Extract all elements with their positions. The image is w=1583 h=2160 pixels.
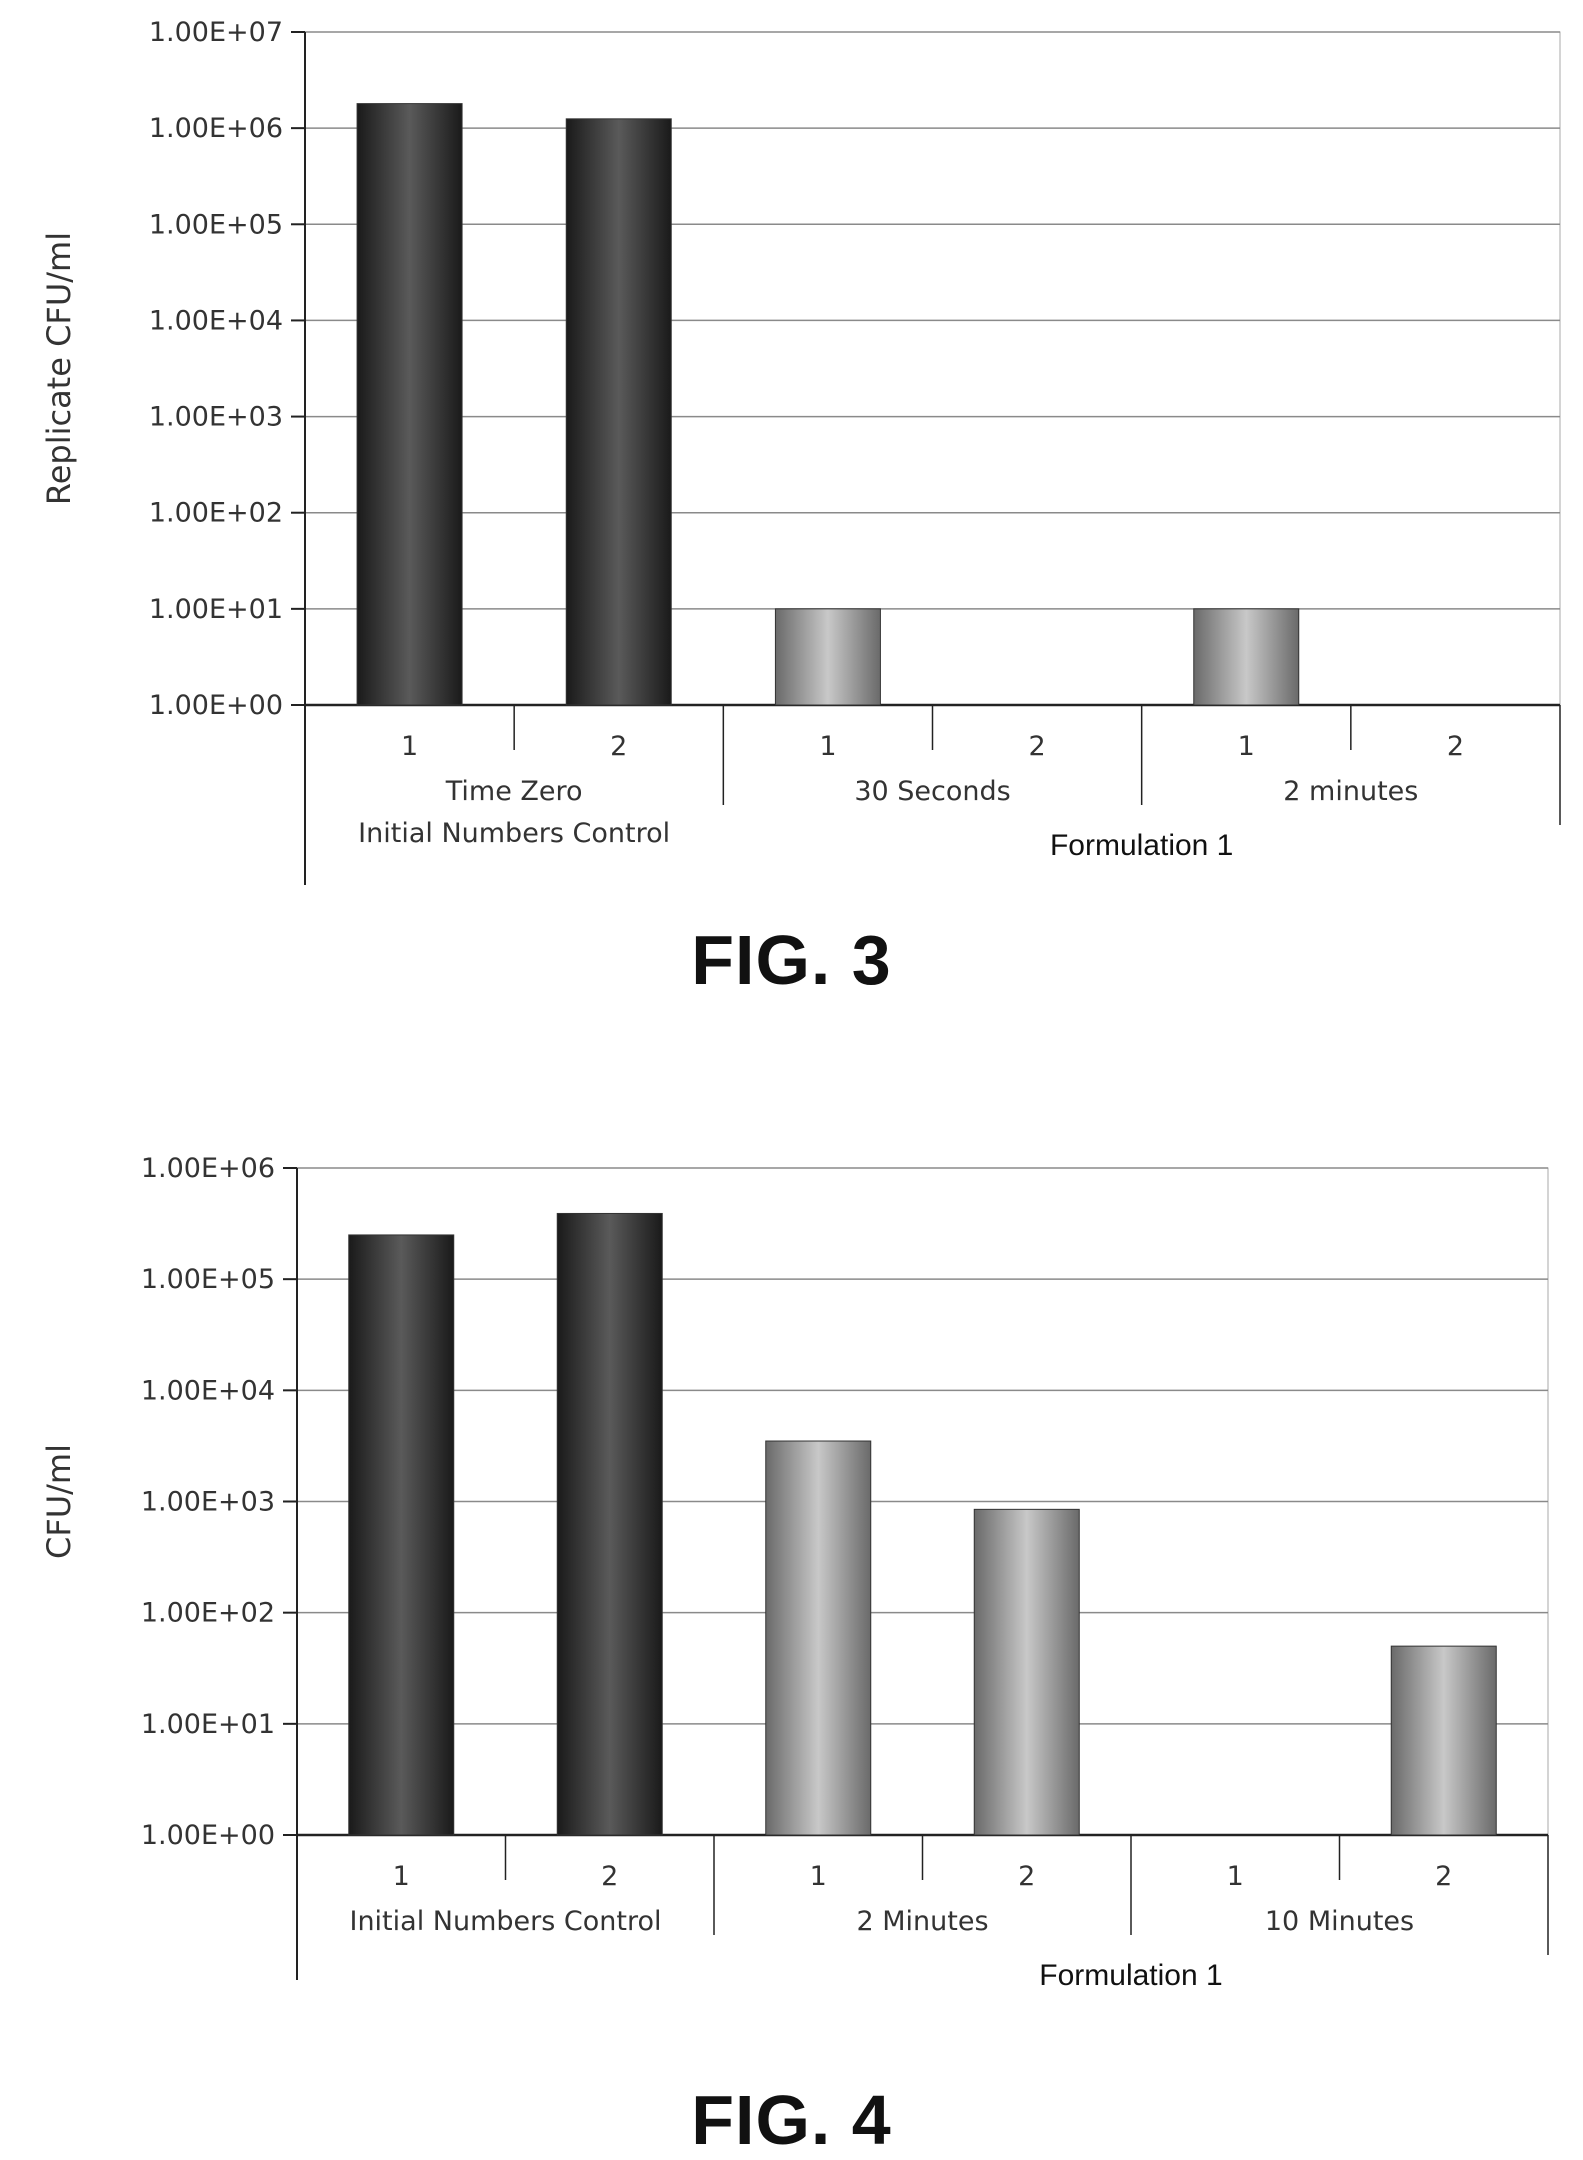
y-tick-label: 1.00E+02 — [149, 498, 283, 529]
y-tick-label: 1.00E+07 — [149, 17, 283, 48]
category-label: 1 — [810, 1861, 827, 1892]
super-group-label: Formulation 1 — [1050, 829, 1233, 862]
bar — [348, 1234, 455, 1836]
y-axis-title: Replicate CFU/ml — [40, 232, 78, 505]
category-label: 1 — [401, 731, 418, 762]
category-label: 2 — [610, 731, 627, 762]
y-tick-label: 1.00E+04 — [141, 1375, 275, 1406]
figure-4: 1.00E+00 1.00E+01 1.00E+02 1.00E+03 1.00E+04… — [0, 1120, 1583, 2159]
group-label: 2 Minutes — [856, 1906, 988, 1937]
category-label: 2 — [1028, 731, 1045, 762]
group-label: 2 minutes — [1283, 776, 1418, 807]
category-label: 1 — [1238, 731, 1255, 762]
bar — [356, 103, 463, 706]
y-axis-title: CFU/ml — [40, 1444, 78, 1559]
group-label: Initial Numbers Control — [349, 1906, 661, 1937]
y-tick-label: 1.00E+02 — [141, 1598, 275, 1629]
super-group-label: Formulation 1 — [1039, 1959, 1222, 1992]
fig4-chart: 1.00E+00 1.00E+01 1.00E+02 1.00E+03 1.00E+04… — [40, 1153, 1549, 1992]
y-tick-label: 1.00E+06 — [141, 1153, 275, 1184]
category-label: 2 — [1447, 731, 1464, 762]
category-label: 2 — [1435, 1861, 1452, 1892]
y-tick-label: 1.00E+01 — [141, 1709, 275, 1740]
y-tick-label: 1.00E+05 — [141, 1264, 275, 1295]
y-tick-label: 1.00E+05 — [149, 209, 283, 240]
plot-frame — [304, 31, 1561, 706]
y-tick-label: 1.00E+04 — [149, 305, 283, 336]
y-tick-label: 1.00E+06 — [149, 113, 283, 144]
group-label: 10 Minutes — [1265, 1906, 1414, 1937]
group-label: 30 Seconds — [854, 776, 1010, 807]
category-label: 1 — [393, 1861, 410, 1892]
bar — [973, 1508, 1080, 1836]
figure-3: 1.00E+00 1.00E+01 1.00E+02 1.00E+03 1.00E+04… — [0, 0, 1583, 1040]
group-label: Initial Numbers Control — [358, 818, 670, 849]
y-tick-label: 1.00E+03 — [149, 402, 283, 433]
y-tick-label: 1.00E+03 — [141, 1487, 275, 1518]
bar — [1390, 1645, 1497, 1836]
bar — [556, 1212, 663, 1836]
group-label: Time Zero — [445, 776, 583, 807]
category-label: 1 — [819, 731, 836, 762]
category-label: 2 — [1018, 1861, 1035, 1892]
bar — [765, 1440, 872, 1836]
figure-4-caption: FIG. 4 — [691, 2081, 892, 2159]
bar — [774, 608, 881, 706]
y-tick-label: 1.00E+00 — [141, 1820, 275, 1851]
bar — [1193, 608, 1300, 706]
y-tick-label: 1.00E+00 — [149, 690, 283, 721]
bar — [565, 118, 672, 706]
category-label: 1 — [1227, 1861, 1244, 1892]
figure-3-caption: FIG. 3 — [691, 921, 892, 999]
fig3-chart: 1.00E+00 1.00E+01 1.00E+02 1.00E+03 1.00E+04… — [40, 17, 1561, 885]
category-label: 2 — [601, 1861, 618, 1892]
y-tick-label: 1.00E+01 — [149, 594, 283, 625]
